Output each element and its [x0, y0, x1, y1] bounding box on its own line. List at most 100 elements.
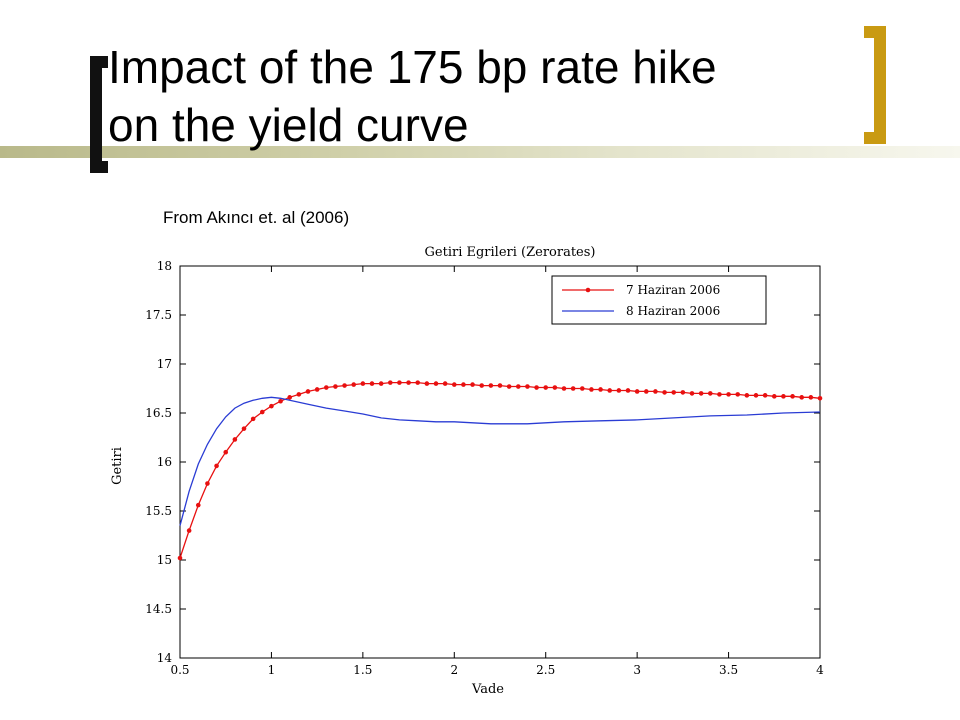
- data-point: [689, 391, 695, 396]
- chart-legend: 7 Haziran 2006 8 Haziran 2006: [551, 275, 767, 325]
- series-line-8-haziran-2006: [179, 396, 821, 526]
- data-point: [698, 391, 704, 396]
- title-underline-bar: [0, 146, 960, 158]
- data-point: [278, 398, 283, 404]
- data-point: [525, 384, 530, 389]
- y-tick-label: 15.5: [145, 504, 172, 518]
- data-point: [424, 381, 430, 386]
- data-point: [351, 382, 357, 387]
- data-point: [406, 380, 411, 385]
- data-point: [497, 383, 503, 388]
- data-point: [470, 382, 475, 387]
- data-point: [342, 383, 347, 388]
- data-point: [570, 386, 576, 391]
- data-point: [442, 381, 448, 386]
- data-point: [177, 555, 183, 561]
- y-tick-label: 14: [157, 651, 173, 665]
- data-point: [662, 390, 667, 395]
- data-point: [625, 388, 631, 393]
- data-point: [607, 388, 613, 393]
- data-point: [506, 384, 512, 389]
- legend-box: [551, 275, 767, 325]
- data-point: [479, 383, 485, 388]
- y-tick-label: 18: [157, 259, 172, 273]
- data-point: [543, 385, 549, 390]
- data-point: [771, 394, 777, 399]
- data-point: [305, 389, 311, 394]
- y-tick-label: 17.5: [145, 308, 172, 322]
- data-point: [241, 426, 247, 431]
- x-tick-label: 2: [450, 663, 458, 677]
- data-point: [781, 394, 786, 399]
- source-citation: From Akıncı et. al (2006): [163, 208, 350, 227]
- x-tick-label: 4: [816, 663, 824, 677]
- x-tick-label: 1: [268, 663, 276, 677]
- legend-marker: [585, 287, 591, 293]
- data-point: [726, 392, 731, 397]
- y-tick-label: 15: [157, 553, 172, 567]
- data-point: [707, 391, 713, 396]
- data-point: [579, 386, 585, 391]
- data-point: [790, 394, 795, 399]
- data-point: [634, 389, 640, 394]
- x-tick-label: 3: [633, 663, 641, 677]
- data-point: [735, 392, 741, 397]
- data-point: [223, 449, 229, 455]
- legend-label: 8 Haziran 2006: [626, 304, 720, 318]
- data-point: [552, 385, 558, 390]
- data-point: [561, 386, 567, 391]
- y-tick-label: 17: [157, 357, 172, 371]
- x-axis-label: Vade: [471, 682, 504, 697]
- data-point: [369, 381, 375, 386]
- data-point: [515, 384, 521, 389]
- data-point: [333, 384, 338, 389]
- y-tick-label: 14.5: [145, 602, 172, 616]
- data-point: [397, 380, 402, 385]
- data-point: [671, 390, 677, 395]
- data-point: [214, 463, 219, 469]
- data-point: [598, 387, 603, 392]
- data-point: [195, 502, 201, 508]
- data-point: [433, 381, 439, 386]
- data-point: [387, 380, 393, 385]
- data-point: [488, 383, 494, 388]
- data-point: [296, 392, 302, 397]
- right-bracket-decoration: [864, 26, 886, 144]
- data-point: [232, 437, 238, 442]
- data-point: [269, 403, 274, 409]
- data-point: [259, 409, 265, 415]
- y-axis-label: Getiri: [110, 447, 125, 485]
- data-point: [808, 395, 814, 400]
- x-tick-label: 0.5: [170, 663, 189, 677]
- slide-title-line2: on the yield curve: [108, 99, 469, 151]
- y-tick-label: 16: [157, 455, 172, 469]
- data-point: [415, 380, 421, 385]
- data-point: [589, 387, 594, 392]
- y-tick-label: 16.5: [145, 406, 172, 420]
- data-point: [534, 385, 539, 390]
- y-axis-ticks: 14 14.5 15 15.5 16 16.5 17 17.5 18: [145, 259, 820, 665]
- data-point: [643, 389, 649, 394]
- data-point: [817, 396, 823, 401]
- data-point: [323, 385, 329, 390]
- x-tick-label: 1.5: [353, 663, 372, 677]
- slide-title-line1: Impact of the 175 bp rate hike: [108, 41, 717, 93]
- data-point: [287, 395, 293, 400]
- x-axis-ticks: 0.5 1 1.5 2 2.5 3 3.5 4: [170, 266, 824, 677]
- data-point: [753, 393, 759, 398]
- data-point: [360, 381, 366, 386]
- slide-title: Impact of the 175 bp rate hike on the yi…: [108, 38, 848, 154]
- data-point: [616, 388, 622, 393]
- data-point: [653, 389, 658, 394]
- data-point: [717, 392, 722, 397]
- data-point: [799, 395, 805, 400]
- chart-title: Getiri Egrileri (Zerorates): [425, 245, 596, 260]
- left-bracket-decoration: [90, 56, 108, 173]
- data-point: [461, 382, 466, 387]
- data-point: [762, 393, 768, 398]
- data-point: [451, 382, 457, 387]
- data-point: [205, 481, 210, 486]
- series-layer: [177, 380, 823, 561]
- data-point: [314, 387, 320, 392]
